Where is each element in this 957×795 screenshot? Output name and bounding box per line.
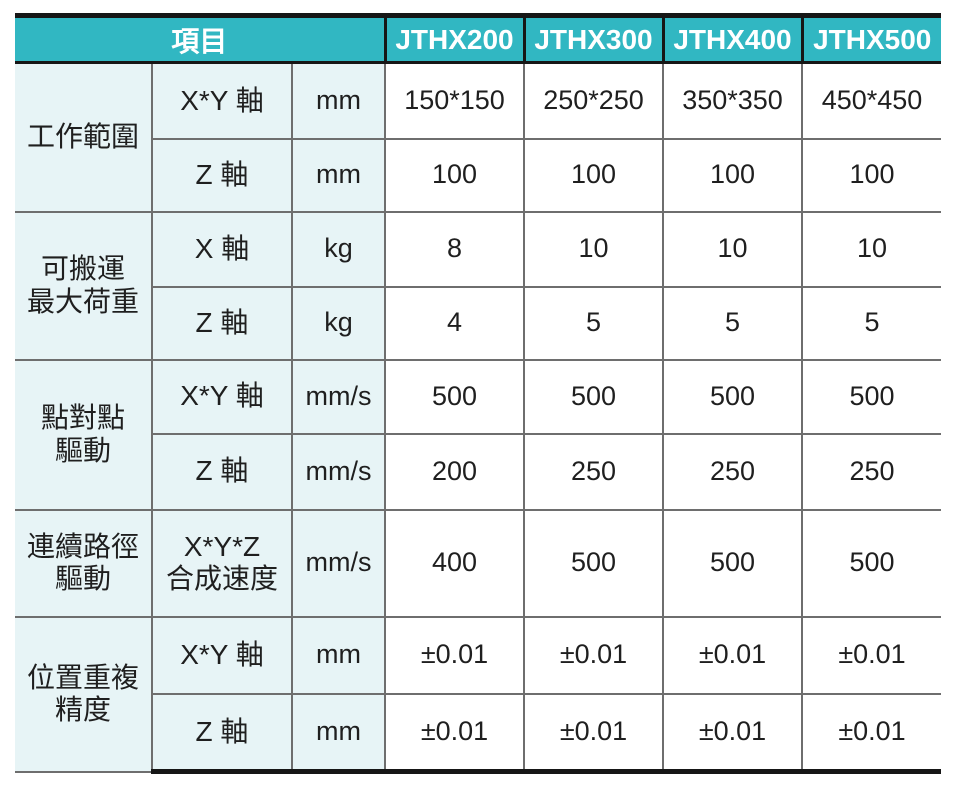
value-cell: 250*250 <box>523 61 664 140</box>
value-cell: 250 <box>801 432 941 511</box>
value-cell: ±0.01 <box>523 615 664 695</box>
table-row: Z 軸 mm ±0.01 ±0.01 ±0.01 ±0.01 <box>15 692 941 774</box>
unit-label: mm <box>291 615 386 695</box>
value-cell: 100 <box>801 137 941 213</box>
header-model-jthx300: JTHX300 <box>522 13 663 64</box>
unit-label: mm/s <box>291 508 386 618</box>
value-cell: ±0.01 <box>662 692 803 774</box>
table-row: Z 軸 mm 100 100 100 100 <box>15 137 941 213</box>
value-cell: ±0.01 <box>662 615 803 695</box>
value-cell: 500 <box>662 358 803 435</box>
unit-label: mm/s <box>291 358 386 435</box>
table-row: 可搬運 最大荷重 X 軸 kg 8 10 10 10 <box>15 210 941 361</box>
header-model-jthx500: JTHX500 <box>800 13 941 64</box>
value-cell: 200 <box>384 432 525 511</box>
group-label-repeatability: 位置重複 精度 <box>15 615 153 773</box>
value-cell: 5 <box>801 285 941 361</box>
axis-label: Z 軸 <box>151 432 293 511</box>
axis-label: Z 軸 <box>151 285 293 361</box>
value-cell: 400 <box>384 508 525 618</box>
unit-label: kg <box>291 210 386 288</box>
value-cell: 250 <box>523 432 664 511</box>
value-cell: 500 <box>801 508 941 618</box>
header-model-jthx400: JTHX400 <box>661 13 802 64</box>
axis-label: X*Y 軸 <box>151 61 293 140</box>
value-cell: 10 <box>801 210 941 288</box>
value-cell: 500 <box>523 508 664 618</box>
group-label-ptp-drive: 點對點 驅動 <box>15 358 153 511</box>
unit-label: kg <box>291 285 386 361</box>
value-cell: 500 <box>801 358 941 435</box>
axis-label: X*Y 軸 <box>151 615 293 695</box>
value-cell: 100 <box>662 137 803 213</box>
value-cell: 500 <box>384 358 525 435</box>
header-item-cell: 項目 <box>15 13 385 64</box>
value-cell: ±0.01 <box>384 615 525 695</box>
header-model-jthx200: JTHX200 <box>383 13 524 64</box>
value-cell: ±0.01 <box>801 615 941 695</box>
header-row: 項目 JTHX200 JTHX300 JTHX400 JTHX500 <box>15 13 941 64</box>
table-row: Z 軸 kg 4 5 5 5 <box>15 285 941 361</box>
value-cell: ±0.01 <box>801 692 941 774</box>
table-row: 連續路徑 驅動 X*Y*Z 合成速度 mm/s 400 500 500 500 <box>15 508 941 618</box>
group-label-max-payload: 可搬運 最大荷重 <box>15 210 153 361</box>
axis-label: Z 軸 <box>151 137 293 213</box>
table-row: 工作範圍 X*Y 軸 mm 150*150 250*250 350*350 45… <box>15 61 941 213</box>
axis-label: X*Y 軸 <box>151 358 293 435</box>
value-cell: 150*150 <box>384 61 525 140</box>
value-cell: 5 <box>523 285 664 361</box>
axis-label: X 軸 <box>151 210 293 288</box>
value-cell: 450*450 <box>801 61 941 140</box>
axis-label: X*Y*Z 合成速度 <box>151 508 293 618</box>
group-label-work-range: 工作範圍 <box>15 61 153 213</box>
unit-label: mm <box>291 692 386 774</box>
table-row: 位置重複 精度 X*Y 軸 mm ±0.01 ±0.01 ±0.01 ±0.01 <box>15 615 941 773</box>
value-cell: 250 <box>662 432 803 511</box>
value-cell: 10 <box>662 210 803 288</box>
value-cell: 10 <box>523 210 664 288</box>
unit-label: mm <box>291 61 386 140</box>
value-cell: ±0.01 <box>523 692 664 774</box>
value-cell: 5 <box>662 285 803 361</box>
table-row: 點對點 驅動 X*Y 軸 mm/s 500 500 500 500 <box>15 358 941 511</box>
value-cell: 100 <box>384 137 525 213</box>
value-cell: ±0.01 <box>384 692 525 774</box>
value-cell: 8 <box>384 210 525 288</box>
spec-table: 項目 JTHX200 JTHX300 JTHX400 JTHX500 工作範圍 … <box>15 13 941 774</box>
value-cell: 350*350 <box>662 61 803 140</box>
unit-label: mm/s <box>291 432 386 511</box>
value-cell: 4 <box>384 285 525 361</box>
unit-label: mm <box>291 137 386 213</box>
value-cell: 500 <box>662 508 803 618</box>
value-cell: 500 <box>523 358 664 435</box>
value-cell: 100 <box>523 137 664 213</box>
table-row: Z 軸 mm/s 200 250 250 250 <box>15 432 941 511</box>
axis-label: Z 軸 <box>151 692 293 774</box>
group-label-cp-drive: 連續路徑 驅動 <box>15 508 153 618</box>
